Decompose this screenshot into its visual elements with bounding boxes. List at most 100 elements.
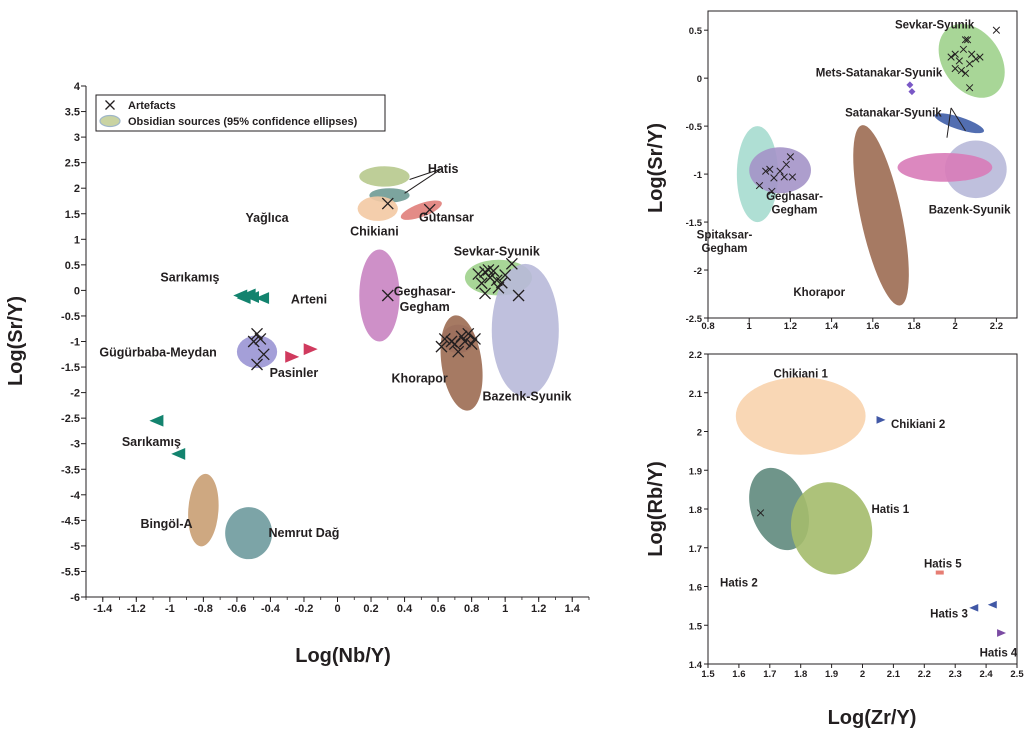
artefact-marker <box>448 338 461 351</box>
y-tick-label: 1.5 <box>689 621 703 632</box>
artefact-marker <box>776 167 784 175</box>
artefact-marker <box>381 289 394 302</box>
y-tick-label: 1.9 <box>689 466 702 477</box>
ellipse-g-g-rbaba-meydan <box>236 335 278 369</box>
panel-3: 1.5 1.6 1.7 1.8 1.9 2 2.1 2.2 2.3 2.4 2.5 2.2 2.1 2 1.… <box>645 350 1024 729</box>
artefact-marker <box>957 66 966 75</box>
leader-line <box>950 107 966 132</box>
x-tick-label: 2.3 <box>949 669 962 680</box>
legend-item-artefacts: Artefacts <box>128 100 176 112</box>
artefact-marker <box>768 187 776 196</box>
x-tick-label: 0.8 <box>701 321 714 332</box>
region-label: Spitaksar- <box>697 230 753 242</box>
region-label: Chikiani <box>350 225 399 239</box>
artefact-marker <box>257 348 270 361</box>
x-tick-label: -0.2 <box>294 603 313 615</box>
x-tick-label: 0.2 <box>363 603 378 615</box>
y-tick-label: -4 <box>70 490 81 502</box>
y-tick-label: -0.5 <box>686 122 703 133</box>
triangle-marker <box>969 603 979 612</box>
region-label: Chikiani 2 <box>891 419 945 431</box>
y-tick-label: -4.5 <box>61 515 80 527</box>
y-tick-label: 2.1 <box>689 389 703 400</box>
artefact-marker <box>495 276 508 289</box>
y-tick-label: 0.5 <box>65 260 80 272</box>
y-tick-label: -2 <box>70 388 80 400</box>
triangle-marker <box>987 600 997 609</box>
artefact-marker <box>455 330 468 343</box>
artefact-marker <box>786 153 795 161</box>
artefact-marker <box>505 257 518 270</box>
leader-line <box>404 168 442 194</box>
ellipse-bing-l-a <box>188 473 219 547</box>
y-tick-label: -0.5 <box>61 311 80 323</box>
ellipse-geghasar-gegham <box>749 147 811 194</box>
artefact-marker <box>965 84 974 92</box>
leader-line <box>409 168 442 180</box>
artefact-marker <box>512 289 525 302</box>
artefact-marker <box>251 327 263 340</box>
ellipse-gutansar <box>400 200 442 220</box>
x-tick-label: -0.8 <box>194 603 213 615</box>
ellipse-satanakar-syunik <box>934 113 985 134</box>
region-label: Hatis 1 <box>871 504 909 516</box>
artefact-marker <box>452 345 465 358</box>
artefact-marker <box>492 281 505 294</box>
region-label: Arteni <box>291 293 327 307</box>
x-tick-label: -0.6 <box>227 603 246 615</box>
artefact-marker <box>959 45 968 54</box>
artefact-marker <box>782 160 790 169</box>
artefact-marker <box>251 358 263 371</box>
y-tick-label: 0.5 <box>689 26 703 37</box>
region-label: Pasinler <box>270 366 319 380</box>
region-label: Sarıkamış <box>160 271 219 285</box>
artefact-marker <box>499 269 512 282</box>
region-label: Bazenk-Syunik <box>483 390 572 404</box>
y-tick-label: 0 <box>74 285 80 297</box>
y-tick-label: 2 <box>697 428 702 439</box>
region-label: Hatis <box>428 162 459 176</box>
x-tick-label: 1.4 <box>825 321 839 332</box>
y-axis-label: Log(Sr/Y) <box>5 296 27 386</box>
legend-item-sources: Obsidian sources (95% confidence ellipse… <box>128 116 358 128</box>
x-tick-label: 2 <box>953 321 958 332</box>
artefact-marker <box>465 338 478 351</box>
region-label: Hatis 3 <box>930 609 968 621</box>
y-tick-label: 1.6 <box>689 583 702 594</box>
y-tick-label: 1.7 <box>689 544 702 555</box>
x-tick-label: 0.8 <box>464 603 479 615</box>
region-label: Hatis 4 <box>980 647 1018 659</box>
y-tick-label: -3.5 <box>61 464 80 476</box>
y-tick-label: 3.5 <box>65 107 80 119</box>
artefact-marker <box>482 264 495 276</box>
artefact-marker <box>992 26 1001 34</box>
artefact-marker <box>972 55 980 63</box>
rect-marker <box>935 570 944 575</box>
x-tick-label: -1.4 <box>93 603 113 615</box>
artefact-marker <box>961 69 970 78</box>
panel-2: 0.8 1 1.2 1.4 1.6 1.8 2 2.2 0.5 0 -0.5 -1 -1.5 -2 -2.5… <box>645 10 1018 332</box>
ellipse-khorapor <box>853 125 909 306</box>
artefact-marker <box>254 332 267 345</box>
y-tick-label: -1.5 <box>686 218 703 229</box>
y-tick-label: -6 <box>70 592 80 604</box>
y-tick-label: -5 <box>70 541 80 553</box>
artefact-marker <box>961 36 970 44</box>
artefact-marker <box>788 173 797 181</box>
artefact-marker <box>947 53 955 61</box>
y-tick-label: 0 <box>697 74 702 85</box>
artefact-marker <box>780 173 788 181</box>
y-tick-label: -1 <box>694 170 703 181</box>
artefact-marker <box>756 509 765 517</box>
artefact-marker <box>484 271 497 284</box>
y-tick-label: -2.5 <box>686 314 703 325</box>
x-tick-label: 1.8 <box>907 321 920 332</box>
x-tick-label: 1.2 <box>531 603 546 615</box>
region-label: Sevkar-Syunik <box>454 245 540 259</box>
triangle-marker <box>303 343 318 356</box>
legend-cross-icon <box>105 100 115 110</box>
y-tick-label: -1.5 <box>61 362 80 374</box>
x-tick-label: -0.4 <box>261 603 281 615</box>
artefact-marker <box>976 53 984 61</box>
